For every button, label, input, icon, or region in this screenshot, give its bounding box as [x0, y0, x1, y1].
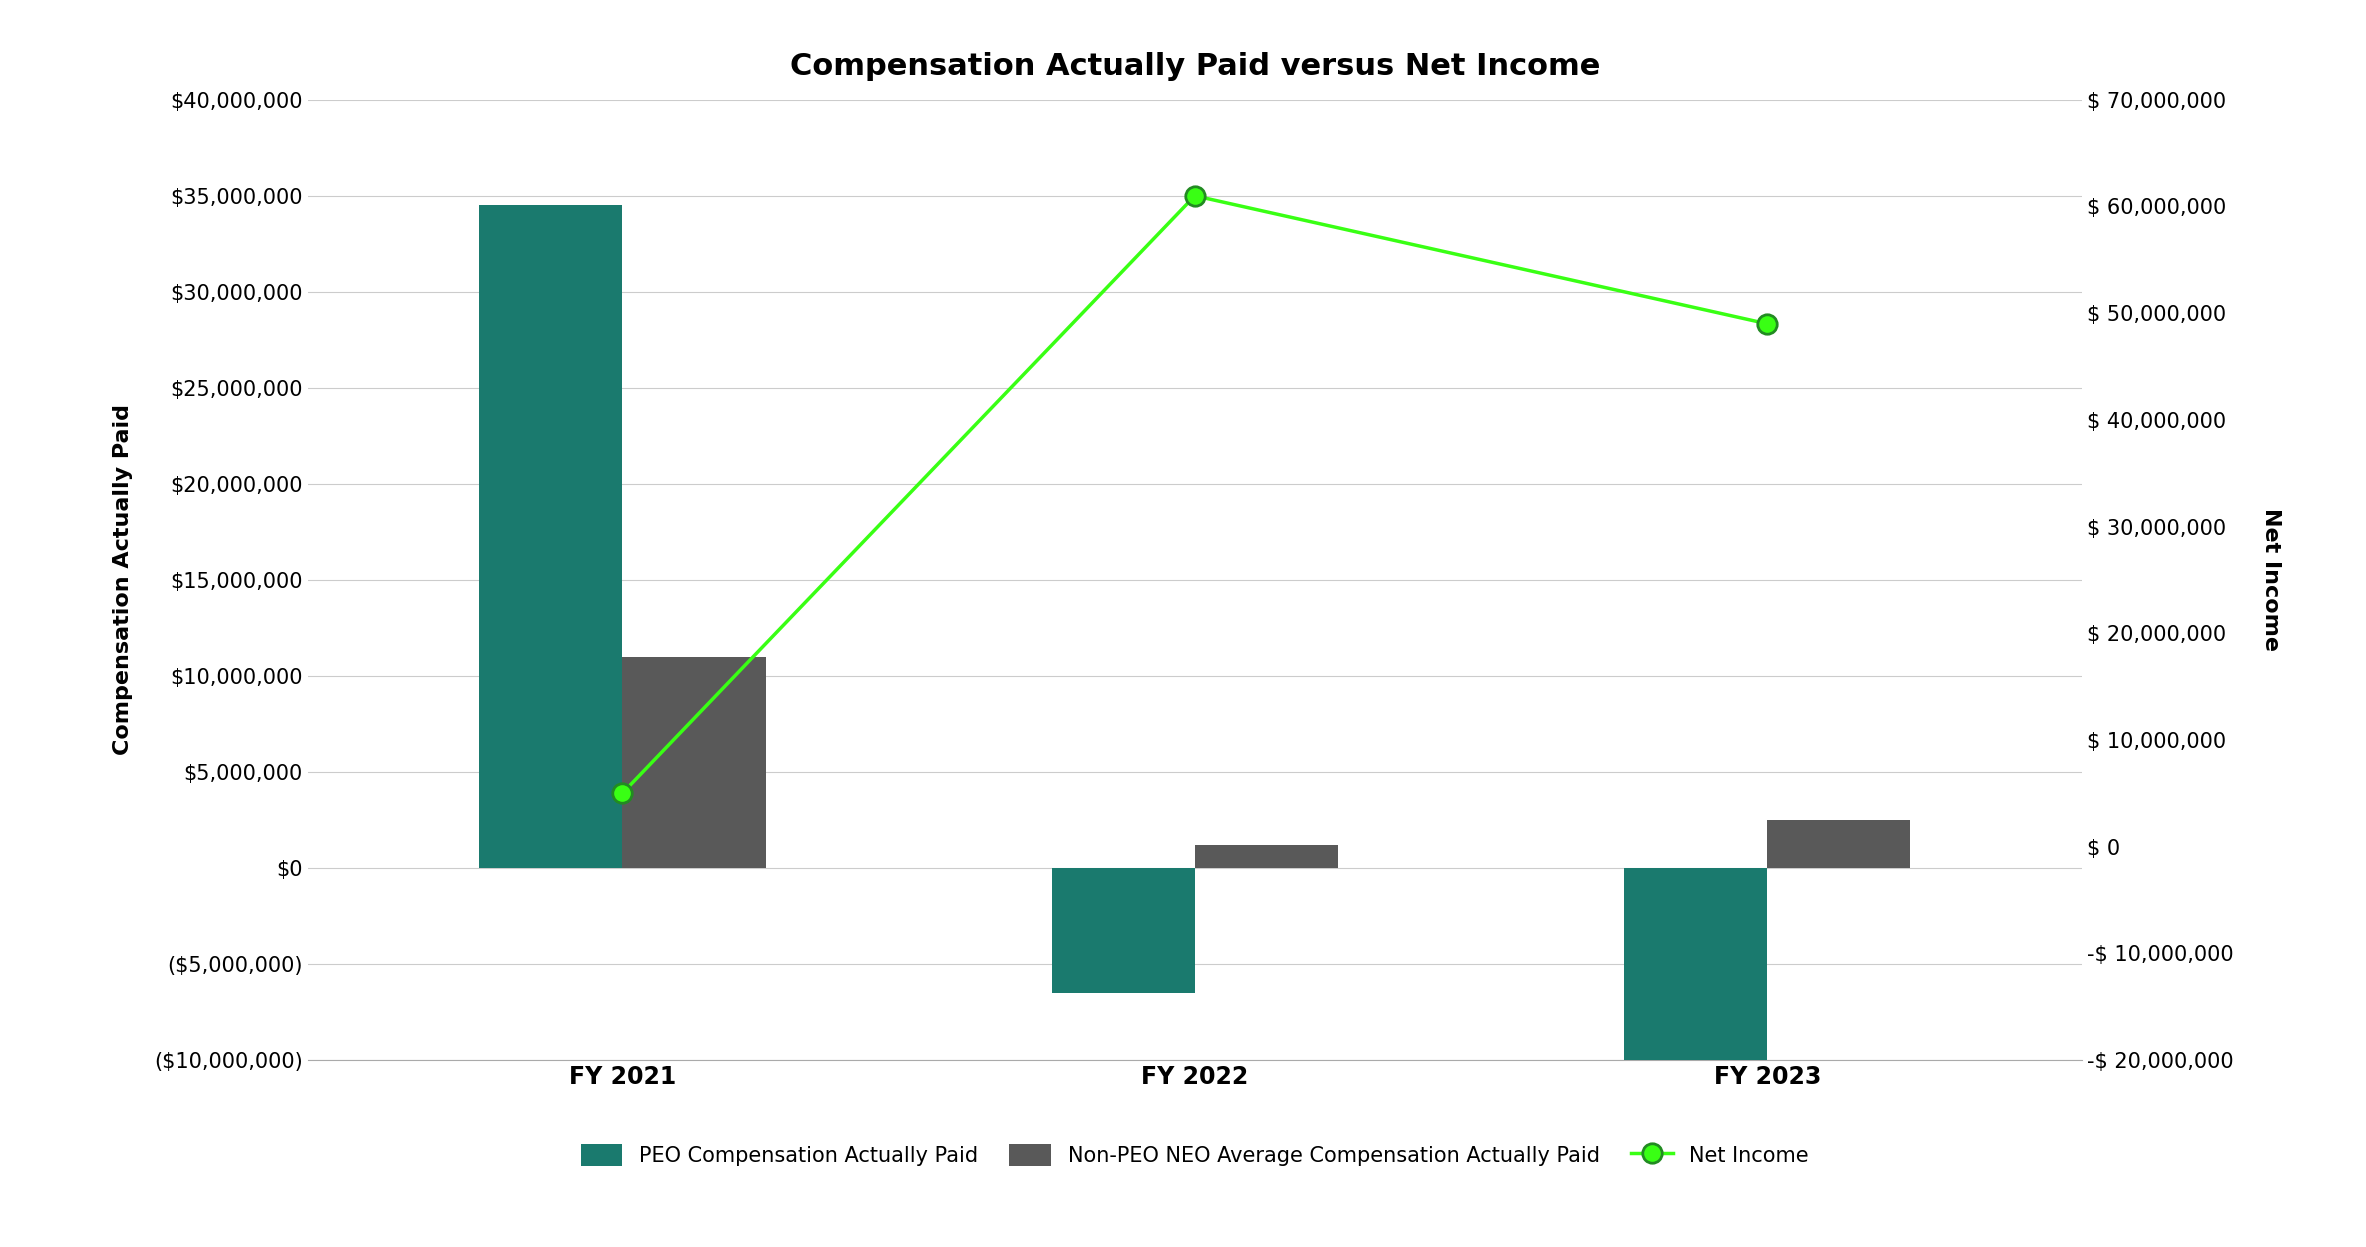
Title: Compensation Actually Paid versus Net Income: Compensation Actually Paid versus Net In… — [790, 52, 1599, 81]
Y-axis label: Net Income: Net Income — [2262, 509, 2281, 651]
Bar — [1053, 868, 1195, 993]
Net Income — [608, 786, 636, 801]
Bar — [1195, 845, 1337, 868]
Line: Net Income: Net Income — [613, 186, 1777, 803]
Legend: PEO Compensation Actually Paid, Non-PEO NEO Average Compensation Actually Paid, : PEO Compensation Actually Paid, Non-PEO … — [573, 1136, 1817, 1175]
Bar — [1623, 868, 1767, 1060]
Bar — [1767, 821, 1909, 868]
Y-axis label: Compensation Actually Paid: Compensation Actually Paid — [114, 404, 132, 756]
Bar — [480, 206, 622, 868]
Net Income — [1753, 317, 1782, 332]
Net Income — [1181, 188, 1209, 203]
Bar — [622, 657, 767, 868]
